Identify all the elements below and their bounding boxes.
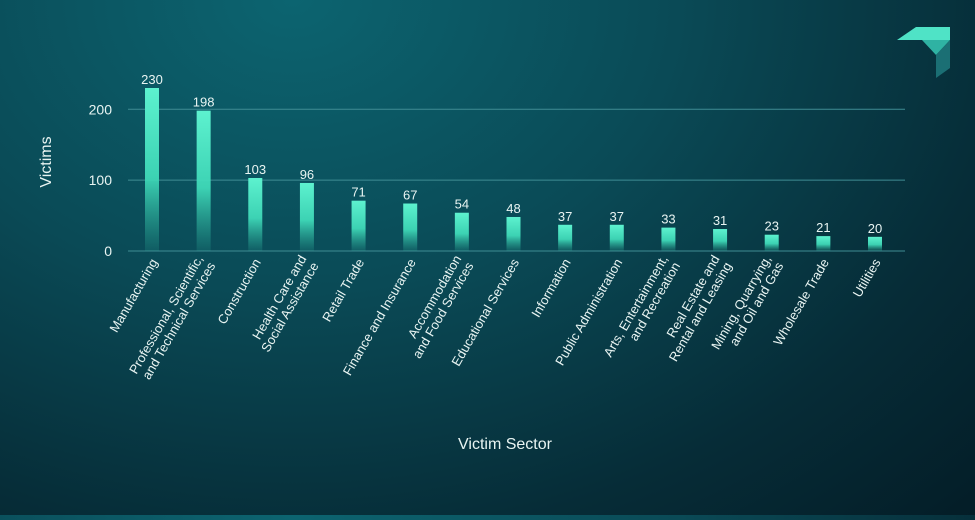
data-label: 230 [141, 72, 163, 87]
bar [145, 88, 159, 251]
x-tick-label: Retail Trade [319, 256, 367, 324]
x-tick-text: Information [528, 256, 574, 320]
x-axis-label: Victim Sector [458, 436, 553, 453]
data-label: 48 [506, 201, 520, 216]
bar [351, 200, 366, 251]
bar [403, 203, 418, 251]
x-tick-text: Retail Trade [319, 256, 367, 324]
data-label: 67 [403, 188, 417, 203]
logo-shape-middle [922, 40, 950, 55]
x-tick-line: Information [528, 256, 574, 320]
bar [661, 227, 676, 251]
x-tick-text: Construction [214, 256, 263, 327]
data-label: 71 [351, 185, 365, 200]
bar [558, 224, 573, 251]
bar [713, 229, 728, 251]
data-label: 103 [244, 162, 266, 177]
data-label: 20 [868, 221, 882, 236]
x-tick-line: Utilities [850, 256, 884, 300]
logo-shape-bottom [936, 40, 950, 78]
data-labels: 230 198 103 96 71 67 54 48 37 37 33 31 23 21 20 [141, 72, 882, 236]
bar [248, 178, 263, 251]
bar [868, 236, 882, 251]
y-axis-ticks: 0 100 200 [89, 101, 113, 259]
x-tick-line: Construction [214, 256, 263, 327]
data-label: 21 [816, 220, 830, 235]
data-label: 96 [300, 167, 314, 182]
bars [145, 88, 882, 252]
data-label: 37 [558, 209, 572, 224]
bar [299, 182, 314, 251]
bar [609, 224, 624, 251]
y-tick-label: 200 [89, 101, 113, 117]
y-tick-label: 0 [104, 243, 112, 259]
x-tick-label: Utilities [850, 256, 884, 300]
bar [506, 216, 521, 251]
data-label: 54 [455, 197, 469, 212]
data-label: 33 [661, 212, 675, 227]
logo-shape-top [897, 27, 950, 40]
data-label: 37 [610, 209, 624, 224]
bar [764, 234, 779, 251]
data-label: 198 [193, 95, 215, 110]
bar [454, 212, 469, 251]
x-tick-line: Retail Trade [319, 256, 367, 324]
data-label: 31 [713, 213, 727, 228]
x-tick-label: Information [528, 256, 574, 320]
y-axis-label: Victims [38, 136, 55, 187]
y-tick-label: 100 [89, 172, 113, 188]
x-tick-label: Construction [214, 256, 263, 327]
data-label: 23 [764, 219, 778, 234]
x-tick-text: Utilities [850, 256, 884, 300]
brand-logo-icon [897, 27, 950, 78]
bar [816, 236, 831, 251]
bar [196, 110, 211, 252]
